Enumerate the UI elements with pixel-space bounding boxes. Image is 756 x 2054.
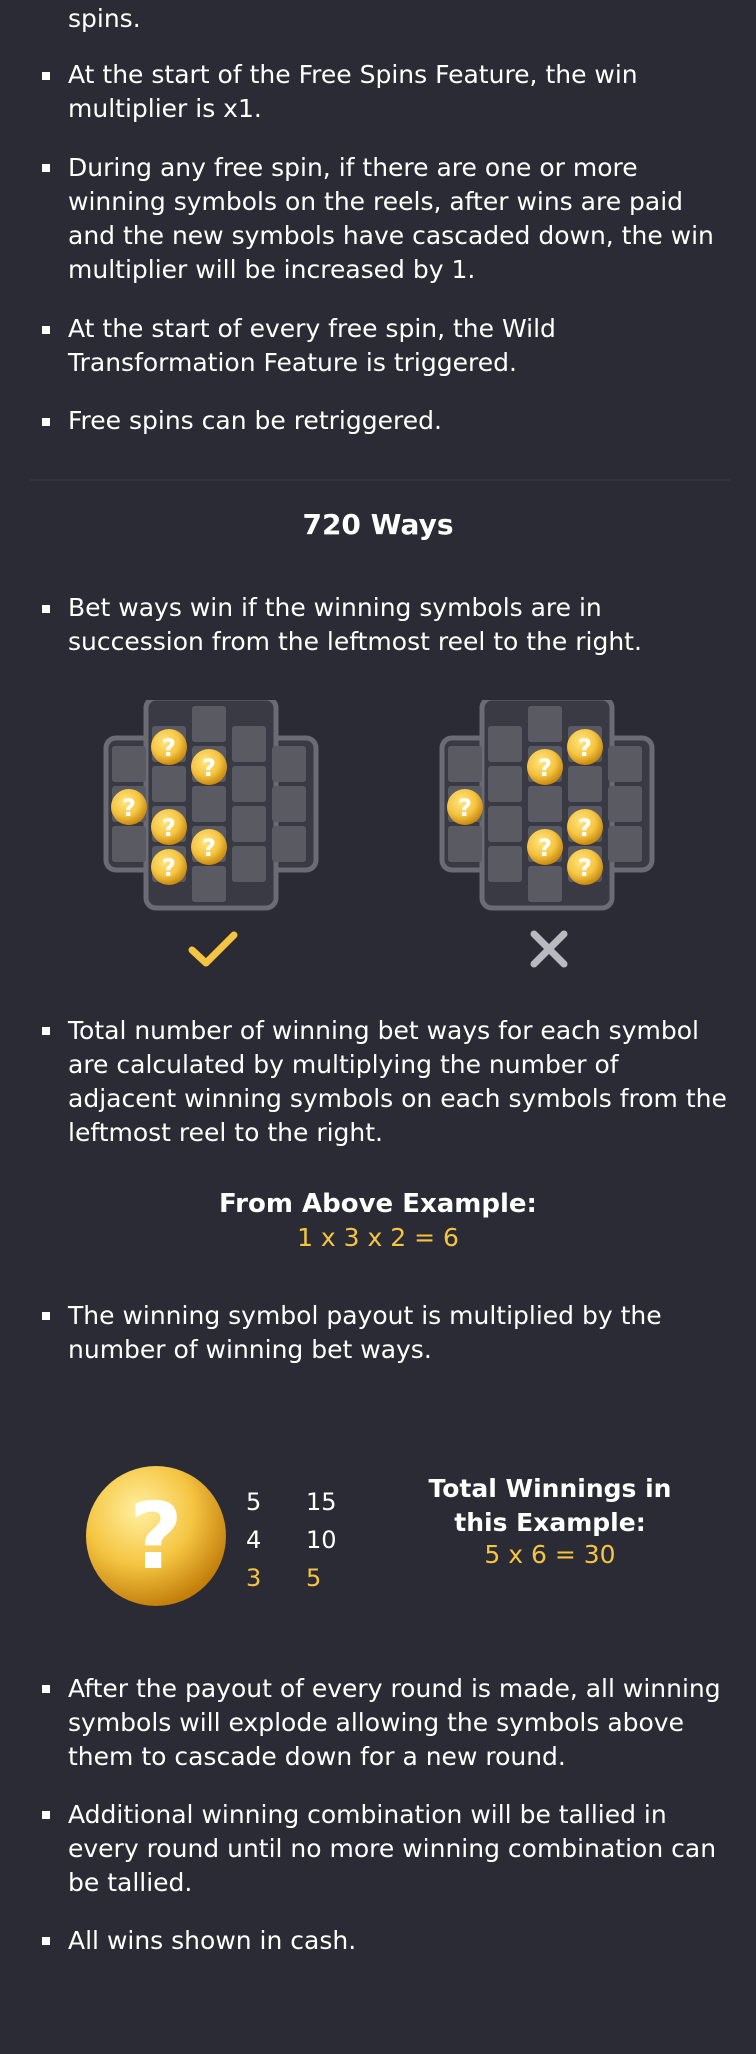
- mystery-coin-icon: ?: [86, 1466, 226, 1606]
- ways-bullet-1: Bet ways win if the winning symbols are …: [68, 593, 642, 656]
- paytable-row: 5 15: [246, 1483, 337, 1521]
- bullet-marker: [42, 1027, 50, 1035]
- valid-ways-grid: ? ? ? ? ? ?: [103, 700, 319, 911]
- ways-bullet-3: The winning symbol payout is multiplied …: [68, 1301, 662, 1364]
- bullet-marker: [42, 1811, 50, 1819]
- svg-text:?: ?: [538, 754, 552, 782]
- paytable-count: 5: [246, 1488, 262, 1516]
- svg-text:?: ?: [162, 734, 176, 762]
- free-spins-bullet-4: Free spins can be retriggered.: [68, 406, 442, 435]
- free-spins-bullet-1: At the start of the Free Spins Feature, …: [68, 60, 638, 123]
- bullet-marker: [42, 326, 50, 334]
- ways-bullet-2: Total number of winning bet ways for eac…: [68, 1016, 727, 1147]
- example-formula: 1 x 3 x 2 = 6: [297, 1223, 459, 1252]
- bullet-marker: [42, 1937, 50, 1945]
- free-spins-bullet-3: At the start of every free spin, the Wil…: [68, 314, 556, 377]
- bullet-marker: [42, 1685, 50, 1693]
- closing-bullet-2: Additional winning combination will be t…: [68, 1800, 717, 1897]
- paytable-payout: 15: [306, 1488, 337, 1516]
- svg-text:?: ?: [162, 854, 176, 882]
- bullet-marker: [42, 164, 50, 172]
- ways-title: 720 Ways: [302, 508, 454, 541]
- free-spins-bullet-2: During any free spin, if there are one o…: [68, 153, 714, 284]
- paytable-count: 4: [246, 1526, 262, 1554]
- total-winnings-formula: 5 x 6 = 30: [484, 1540, 616, 1569]
- closing-bullet-1: After the payout of every round is made,…: [68, 1674, 721, 1771]
- checkmark-icon: [188, 931, 238, 967]
- bullet-marker: [42, 72, 50, 80]
- svg-text:?: ?: [458, 794, 472, 822]
- bullet-marker: [42, 605, 50, 613]
- svg-text:?: ?: [129, 1483, 182, 1590]
- paytable-payout: 10: [306, 1526, 337, 1554]
- paytable-row: 4 10: [246, 1521, 337, 1559]
- svg-text:?: ?: [578, 814, 592, 842]
- total-winnings-label: Total Winnings in this Example:: [428, 1474, 672, 1537]
- invalid-ways-grid: ? ? ? ? ? ?: [439, 700, 655, 911]
- svg-text:?: ?: [538, 834, 552, 862]
- example-title: From Above Example:: [219, 1189, 537, 1219]
- svg-text:?: ?: [202, 754, 216, 782]
- svg-text:?: ?: [578, 854, 592, 882]
- bullet-marker: [42, 1312, 50, 1320]
- paytable-payout: 5: [306, 1564, 322, 1592]
- svg-text:?: ?: [202, 834, 216, 862]
- section-divider: [30, 479, 730, 481]
- closing-bullet-3: All wins shown in cash.: [68, 1926, 357, 1955]
- bullet-marker: [42, 418, 50, 426]
- svg-text:?: ?: [122, 794, 136, 822]
- svg-text:?: ?: [162, 814, 176, 842]
- svg-text:?: ?: [578, 734, 592, 762]
- cross-icon: [530, 930, 568, 968]
- paytable-count: 3: [246, 1564, 262, 1592]
- intro-fragment: spins.: [68, 4, 141, 33]
- ways-example-diagrams: ? ? ? ? ? ?: [103, 700, 655, 911]
